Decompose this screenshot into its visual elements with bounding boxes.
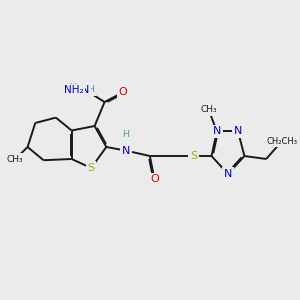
Text: N: N [234,126,242,136]
Text: H: H [69,82,76,91]
Text: CH₃: CH₃ [200,105,217,114]
Text: N: N [81,85,89,95]
Text: H: H [88,85,94,94]
Text: N: N [213,126,221,136]
Text: S: S [88,163,94,173]
Text: O: O [150,174,159,184]
Text: S: S [190,151,197,161]
Text: O: O [118,87,127,98]
Text: CH₃: CH₃ [6,155,23,164]
Text: CH₂CH₃: CH₂CH₃ [266,136,298,146]
Text: H: H [122,130,129,139]
Text: N: N [81,85,89,95]
Text: N: N [122,146,130,156]
Text: H: H [71,84,78,93]
Text: NH₂: NH₂ [64,85,84,95]
Text: N: N [224,169,232,179]
